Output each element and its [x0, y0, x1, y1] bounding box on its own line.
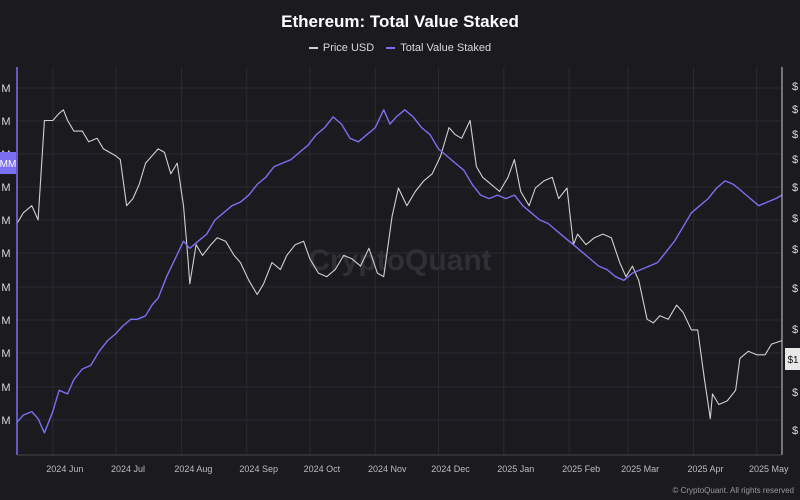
- x-tick-label: 2024 Aug: [174, 464, 212, 474]
- left-tick-label: M: [1, 282, 10, 294]
- left-axis-current-value: MM: [0, 159, 16, 170]
- right-tick-label: $: [792, 154, 798, 166]
- right-tick-label: $: [792, 213, 798, 225]
- legend: Price USD Total Value Staked: [0, 42, 800, 54]
- x-tick-label: 2025 Apr: [687, 464, 723, 474]
- right-tick-label: $: [792, 425, 798, 437]
- right-tick-label: $: [792, 81, 798, 93]
- grid-lines: [17, 67, 782, 455]
- right-tick-label: $: [792, 129, 798, 141]
- left-tick-label: M: [1, 182, 10, 194]
- right-tick-label: $: [792, 387, 798, 399]
- legend-item-price[interactable]: Price USD: [308, 42, 375, 54]
- watermark-text: CryptoQuant: [308, 244, 491, 277]
- x-tick-label: 2024 Dec: [431, 464, 470, 474]
- left-tick-label: M: [1, 315, 10, 327]
- series-group: [16, 109, 783, 434]
- legend-label-staked: Total Value Staked: [400, 42, 492, 54]
- right-tick-label: $: [792, 324, 798, 336]
- right-axis-current-value-box: [785, 348, 800, 370]
- left-tick-label: M: [1, 248, 10, 260]
- left-tick-label: M: [1, 83, 10, 95]
- x-tick-label: 2025 Jan: [497, 464, 534, 474]
- left-tick-label: M: [1, 415, 10, 427]
- legend-swatch-price: [308, 47, 318, 49]
- x-tick-label: 2024 Jun: [46, 464, 83, 474]
- left-axis-current-value-box: [0, 152, 16, 174]
- x-tick-label: 2025 Mar: [621, 464, 659, 474]
- legend-label-price: Price USD: [322, 42, 375, 54]
- right-tick-label: $: [792, 283, 798, 295]
- x-tick-label: 2025 Feb: [562, 464, 600, 474]
- left-tick-label: M: [1, 116, 10, 128]
- legend-swatch-staked: [386, 47, 396, 49]
- right-tick-label: $: [792, 104, 798, 116]
- axes: 2024 Jun 2024 Jul 2024 Aug 2024 Sep 2024 Oct…: [0, 67, 800, 474]
- x-tick-label: 2024 Sep: [239, 464, 278, 474]
- x-tick-label: 2025 May: [749, 464, 789, 474]
- x-tick-label: 2024 Nov: [368, 464, 407, 474]
- right-tick-label: $: [792, 244, 798, 256]
- chart-title: Ethereum: Total Value Staked: [281, 12, 519, 31]
- left-tick-label: M: [1, 348, 10, 360]
- right-tick-label: $: [792, 182, 798, 194]
- series-line-price-usd: [16, 109, 783, 420]
- credit-text: © CryptoQuant. All rights reserved: [672, 486, 795, 495]
- x-tick-label: 2024 Jul: [111, 464, 145, 474]
- left-tick-label: M: [1, 382, 10, 394]
- right-axis-current-value: $1: [787, 355, 799, 366]
- x-tick-label: 2024 Oct: [304, 464, 341, 474]
- series-line-total-value-staked: [16, 109, 783, 434]
- left-tick-label: M: [1, 215, 10, 227]
- legend-item-staked[interactable]: Total Value Staked: [386, 42, 491, 54]
